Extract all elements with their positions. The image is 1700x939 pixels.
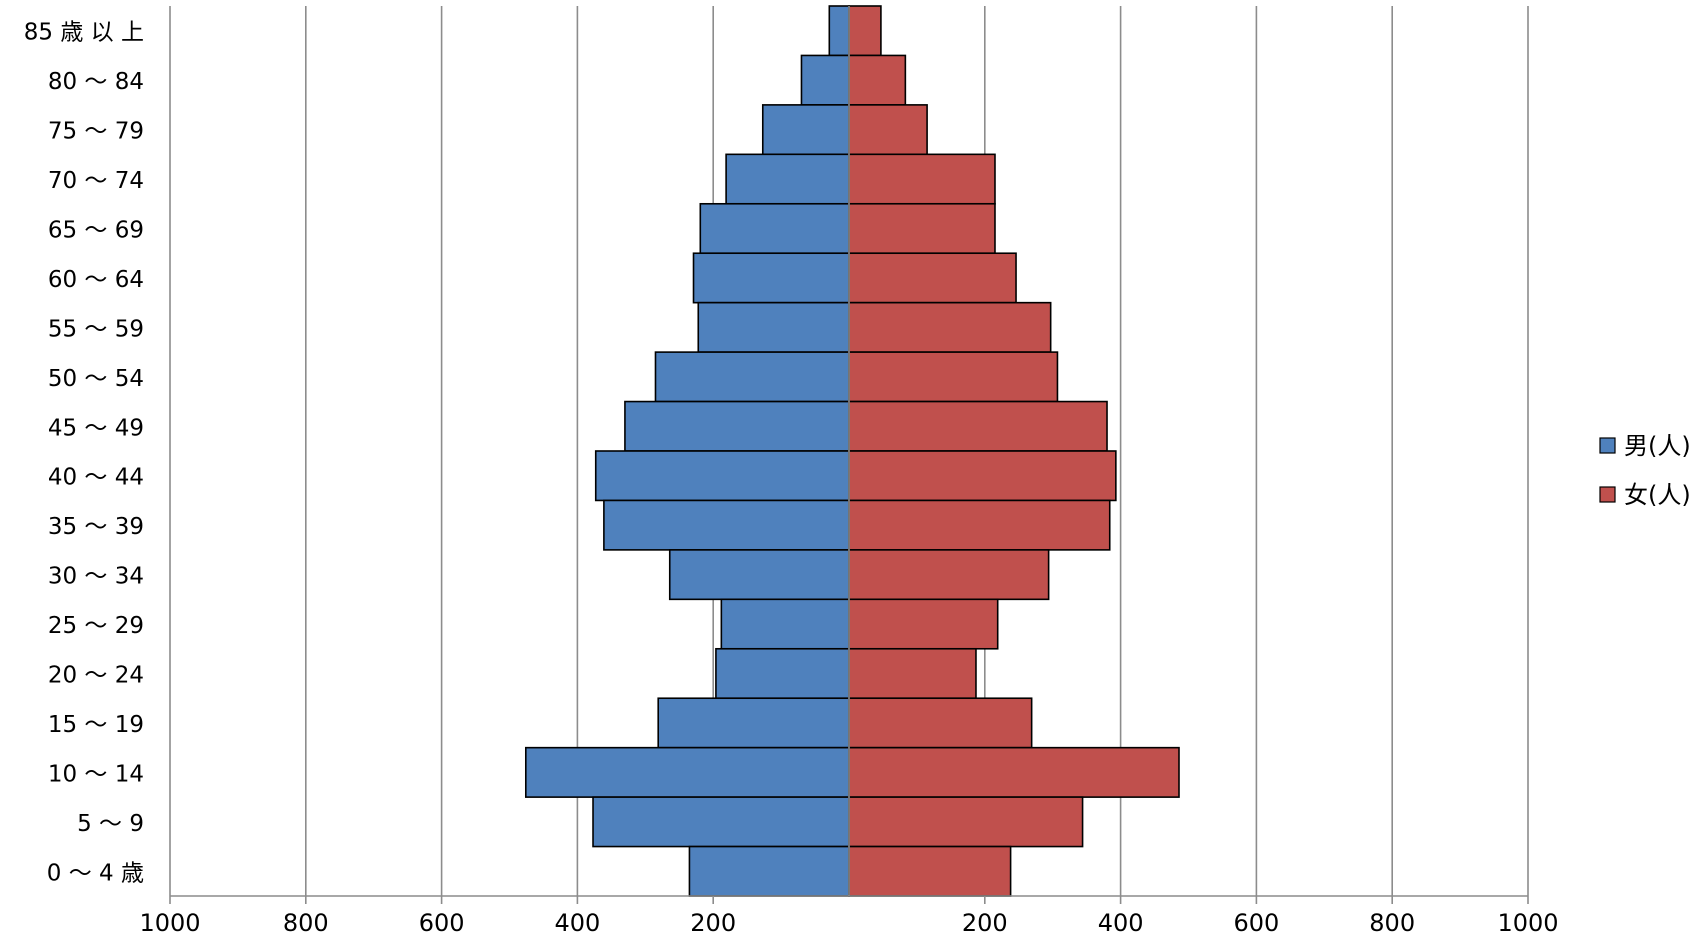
bar-female: [848, 499, 1111, 551]
bar-female: [848, 697, 1033, 749]
bar-female: [848, 153, 996, 205]
x-tick-label: 400: [554, 909, 600, 937]
bar-female: [848, 845, 1012, 897]
bar-male: [828, 5, 850, 57]
bar-male: [692, 252, 850, 304]
bar-male: [524, 746, 850, 798]
legend: 男(人) 女(人): [1599, 432, 1691, 509]
category-labels: 85 歳 以 上 80 〜 84 75 〜 79 70 〜 74 65 〜 69 60 〜…: [24, 20, 144, 887]
bar-female: [848, 252, 1017, 304]
x-tick-label: 1000: [139, 909, 200, 937]
category-label: 50 〜 54: [48, 366, 144, 392]
category-label: 65 〜 69: [48, 218, 144, 244]
category-label: 30 〜 34: [48, 564, 144, 590]
bar-male: [594, 450, 850, 502]
bar-male: [654, 351, 850, 403]
bar-male: [720, 598, 850, 650]
bar-female: [848, 54, 907, 106]
category-label: 25 〜 29: [48, 613, 144, 639]
bar-male: [725, 153, 850, 205]
category-label: 55 〜 59: [48, 316, 144, 342]
bar-female: [848, 104, 928, 156]
category-label: 10 〜 14: [48, 761, 144, 787]
legend-label: 男(人): [1624, 432, 1691, 460]
bar-female: [848, 301, 1052, 353]
category-label: 85 歳 以 上: [24, 20, 144, 46]
bar-female: [848, 746, 1180, 798]
bar-male: [800, 54, 850, 106]
category-label: 80 〜 84: [48, 69, 144, 95]
bar-female: [848, 202, 996, 255]
bar-male: [668, 549, 850, 601]
bars: [524, 5, 1180, 897]
bar-female: [848, 549, 1050, 601]
bar-female: [848, 796, 1084, 848]
legend-label: 女(人): [1624, 481, 1691, 509]
bar-male: [699, 202, 850, 255]
bar-male: [603, 499, 850, 551]
category-label: 70 〜 74: [48, 168, 144, 194]
x-tick-label: 600: [1233, 909, 1279, 937]
x-tick-label: 800: [1369, 909, 1415, 937]
bar-male: [592, 796, 850, 848]
x-tick-label: 600: [419, 909, 465, 937]
category-label: 35 〜 39: [48, 514, 144, 540]
x-tick-label: 800: [283, 909, 329, 937]
category-label: 40 〜 44: [48, 465, 144, 491]
x-tick-label: 400: [1098, 909, 1144, 937]
bar-male: [624, 400, 850, 452]
bar-male: [688, 845, 850, 897]
legend-swatch: [1599, 486, 1616, 503]
category-label: 45 〜 49: [48, 415, 144, 441]
category-label: 15 〜 19: [48, 712, 144, 738]
legend-swatch: [1599, 437, 1616, 454]
x-tick-label: 1000: [1497, 909, 1558, 937]
bar-female: [848, 598, 999, 650]
bar-female: [848, 5, 882, 57]
bar-male: [697, 301, 850, 353]
bar-female: [848, 400, 1108, 452]
category-label: 60 〜 64: [48, 267, 144, 293]
x-axis: 1000 800 600 400 200 200 400 600 800 1000: [139, 6, 1559, 937]
category-label: 0 〜 4 歳: [47, 860, 144, 886]
x-tick-label: 200: [690, 909, 736, 937]
category-label: 20 〜 24: [48, 663, 144, 689]
bar-female: [848, 351, 1059, 403]
category-label: 75 〜 79: [48, 119, 144, 145]
x-tick-label: 200: [962, 909, 1008, 937]
category-label: 5 〜 9: [77, 811, 144, 837]
bar-male: [657, 697, 850, 749]
bar-male: [761, 104, 850, 156]
bar-male: [715, 647, 850, 700]
bar-female: [848, 647, 977, 700]
bar-female: [848, 450, 1117, 502]
